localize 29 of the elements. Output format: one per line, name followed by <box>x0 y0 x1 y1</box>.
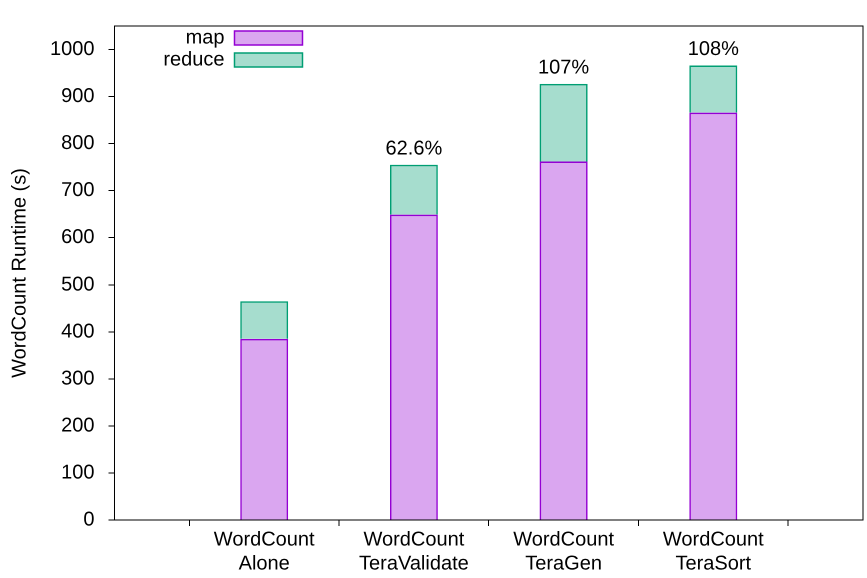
y-tick-label: 1000 <box>50 38 94 60</box>
y-tick-label: 600 <box>61 226 94 248</box>
y-tick-label: 800 <box>61 132 94 154</box>
y-tick-label: 400 <box>61 320 94 342</box>
x-tick-label: WordCount Alone <box>214 528 316 575</box>
bar <box>689 112 738 520</box>
legend-label: map <box>186 26 224 49</box>
bar <box>390 214 438 520</box>
y-tick-label: 500 <box>61 273 94 296</box>
y-tick-label: 300 <box>61 367 94 390</box>
legend-label: reduce <box>163 48 224 71</box>
y-tick-label: 200 <box>61 414 94 436</box>
y-axis-title: WordCount Runtime (s) <box>8 168 31 378</box>
y-tick-label: 100 <box>61 461 94 484</box>
x-tick-label: WordCount TeraGen <box>513 528 614 575</box>
x-tick-label: WordCount TeraSort <box>662 528 764 575</box>
annotation: 108% <box>688 38 740 60</box>
annotation: 62.6% <box>386 137 442 160</box>
y-tick-label: 900 <box>61 85 94 108</box>
annotation: 107% <box>538 56 590 78</box>
bar <box>240 301 288 339</box>
y-tick-label: 0 <box>83 508 94 531</box>
y-tick-label: 700 <box>61 179 94 202</box>
bar <box>540 84 588 162</box>
bar <box>540 161 588 520</box>
x-tick-label: WordCount TeraValidate <box>359 528 469 575</box>
bar <box>390 164 438 215</box>
bar <box>240 338 288 520</box>
bar <box>689 66 738 113</box>
